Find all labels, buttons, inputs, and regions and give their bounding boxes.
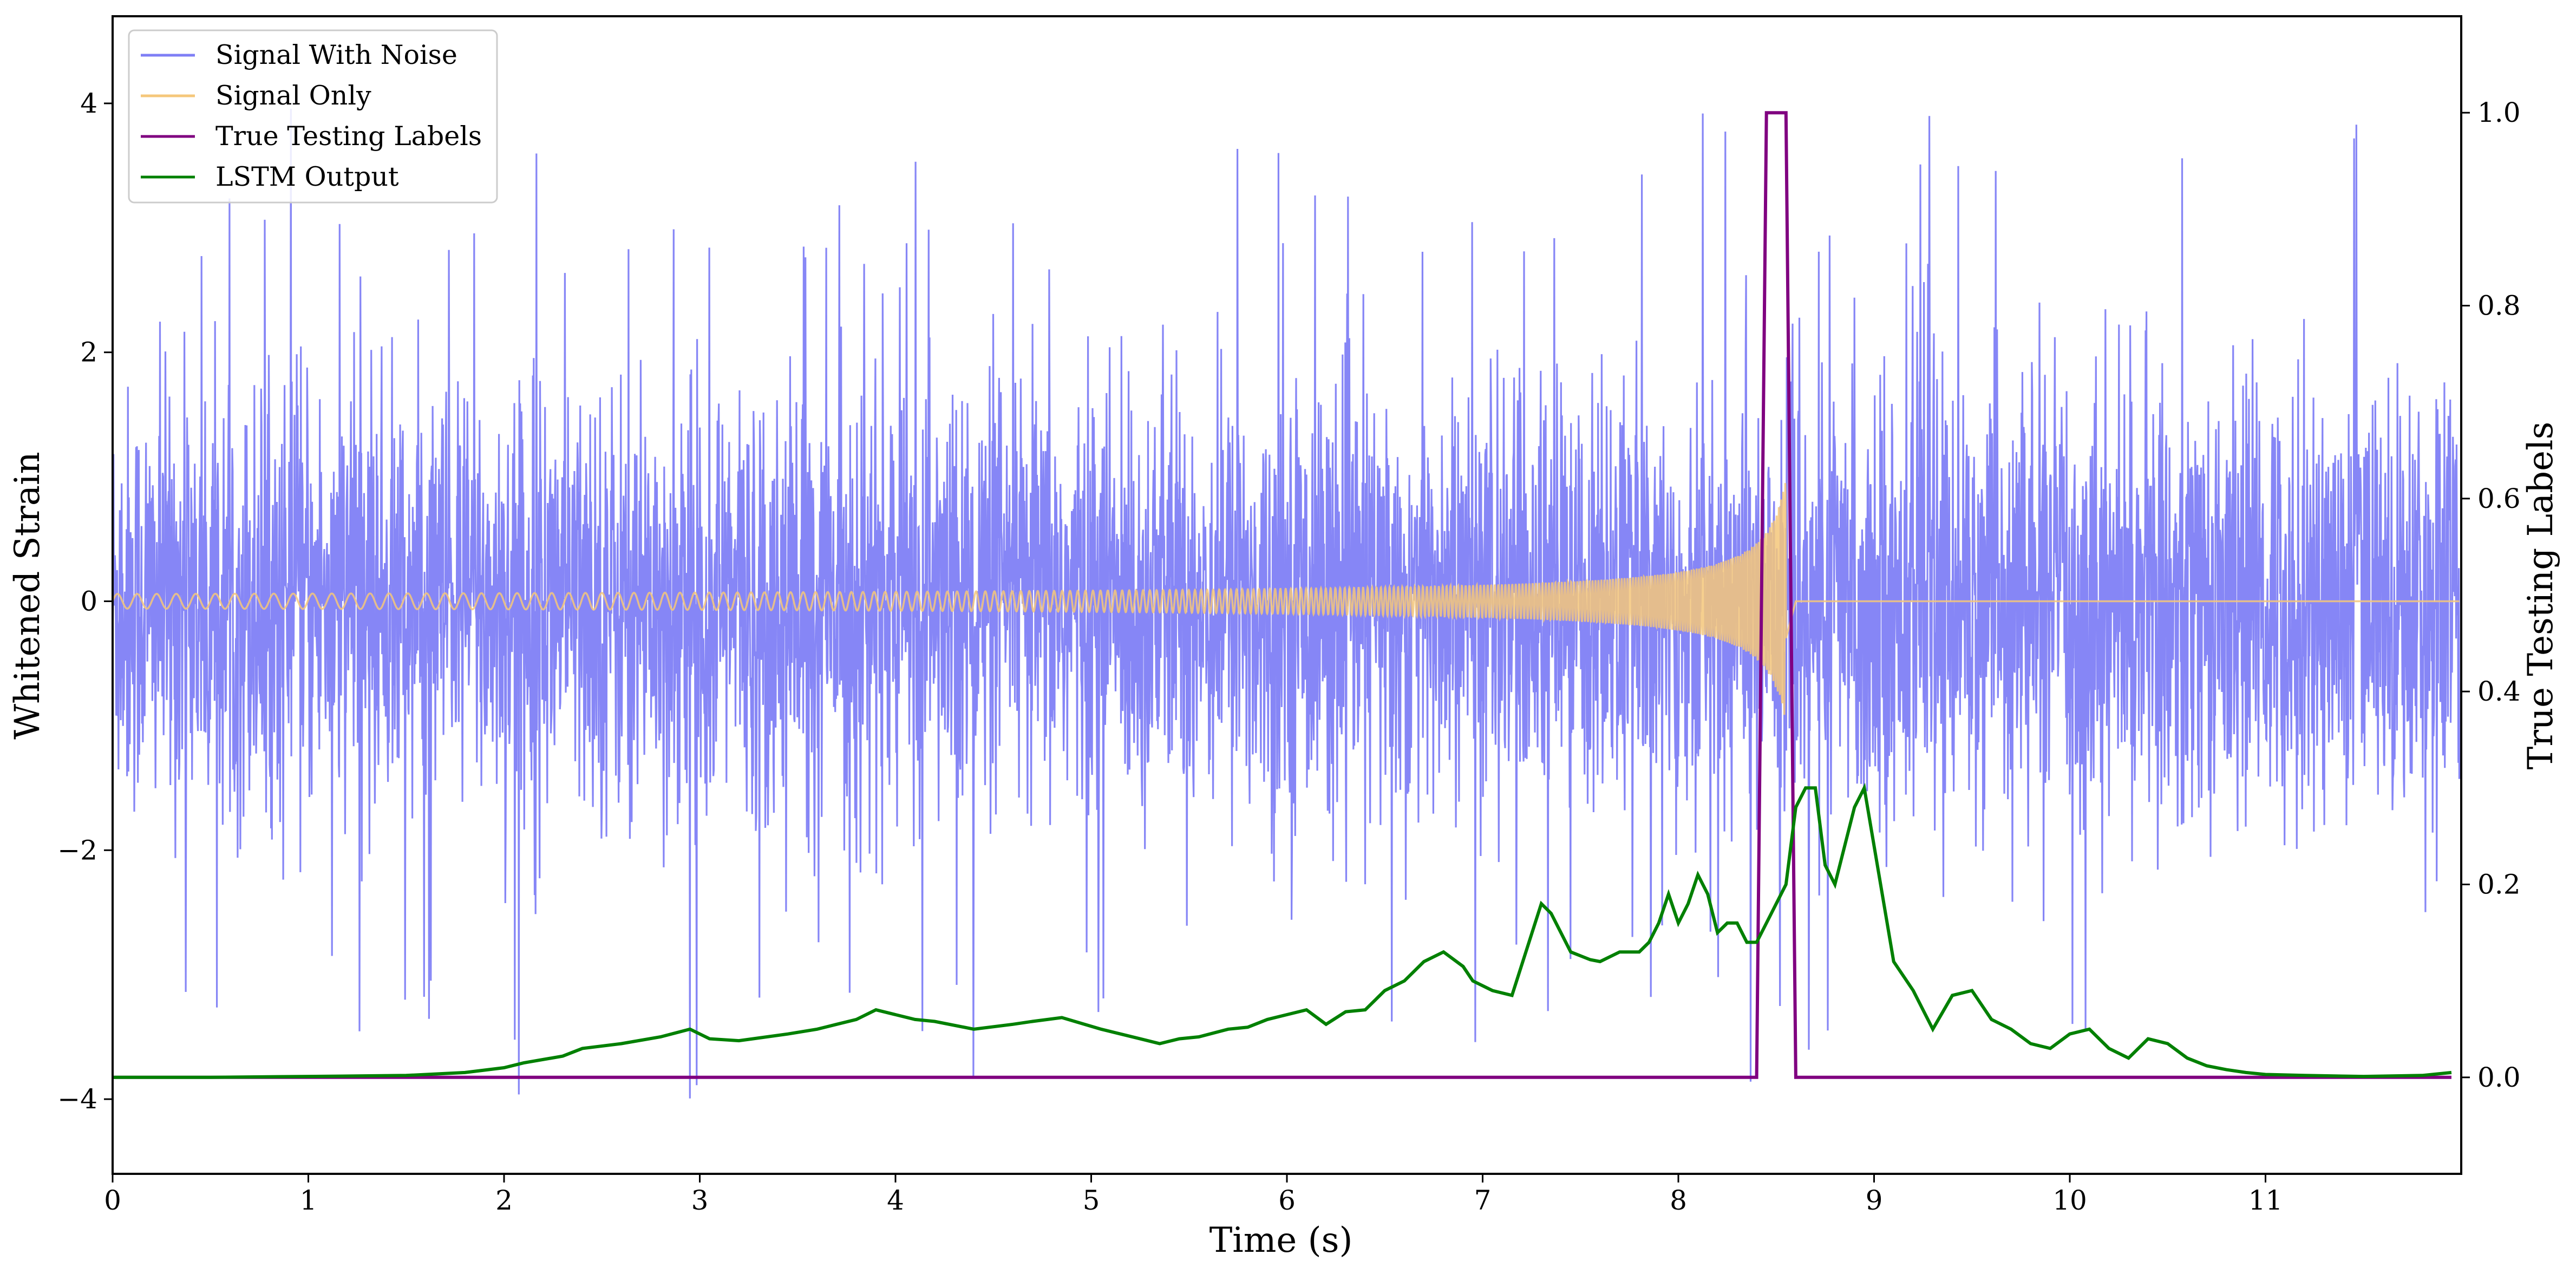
x-tick-label: 3 [691, 1185, 709, 1216]
legend-item-true-testing-labels: True Testing Labels [141, 121, 482, 152]
y2-axis-title: True Testing Labels [2521, 422, 2561, 770]
y2-tick-label: 0.8 [2477, 290, 2521, 322]
legend-box [128, 29, 498, 204]
x-axis: 0 1 2 3 4 5 6 7 8 9 10 11 [104, 1174, 2283, 1216]
legend: Signal With Noise Signal Only True Testi… [128, 29, 498, 204]
x-tick-label: 0 [104, 1185, 121, 1216]
y-axis-right: 1.0 0.8 0.6 0.4 0.2 0.0 [2461, 97, 2521, 1093]
signal-with-noise-line [112, 108, 2460, 1099]
legend-item-signal-only: Signal Only [141, 80, 371, 111]
x-tick-label: 1 [300, 1185, 317, 1216]
y-axis-title: Whitened Strain [8, 452, 48, 739]
y-tick-label: −4 [57, 1083, 97, 1115]
y-tick-label: 0 [80, 585, 97, 617]
y-axis-left: 4 2 0 −2 −4 [57, 88, 113, 1115]
x-tick-label: 4 [887, 1185, 904, 1216]
legend-label: LSTM Output [215, 161, 399, 192]
legend-item-signal-with-noise: Signal With Noise [141, 40, 457, 70]
lstm-output-series [113, 782, 2452, 1079]
x-axis-title: Time (s) [1209, 1220, 1353, 1260]
y2-tick-label: 0.4 [2477, 676, 2521, 707]
x-tick-label: 7 [1474, 1185, 1492, 1216]
legend-label: Signal Only [215, 80, 371, 111]
x-tick-label: 10 [2052, 1185, 2087, 1216]
x-tick-label: 8 [1670, 1185, 1687, 1216]
legend-item-lstm-output: LSTM Output [141, 161, 399, 192]
lstm-output-line [113, 782, 2452, 1079]
signal-only-series [112, 483, 2460, 715]
y2-tick-label: 0.0 [2477, 1062, 2521, 1093]
x-tick-label: 5 [1083, 1185, 1100, 1216]
x-tick-label: 9 [1866, 1185, 1883, 1216]
y2-tick-label: 1.0 [2477, 97, 2521, 128]
y2-tick-label: 0.2 [2477, 869, 2521, 900]
y-tick-label: 4 [80, 88, 97, 119]
legend-label: Signal With Noise [215, 40, 457, 70]
signal-only-line [112, 483, 2460, 715]
true-testing-labels-line [113, 111, 2451, 1079]
y-tick-label: 2 [80, 337, 97, 368]
x-tick-label: 6 [1278, 1185, 1296, 1216]
x-tick-label: 2 [495, 1185, 513, 1216]
y-tick-label: −2 [57, 834, 97, 866]
signal-with-noise-series [112, 108, 2460, 1099]
legend-label: True Testing Labels [215, 121, 482, 152]
x-tick-label: 11 [2248, 1185, 2283, 1216]
y2-tick-label: 0.6 [2477, 483, 2521, 514]
true-testing-labels-series [113, 111, 2451, 1079]
